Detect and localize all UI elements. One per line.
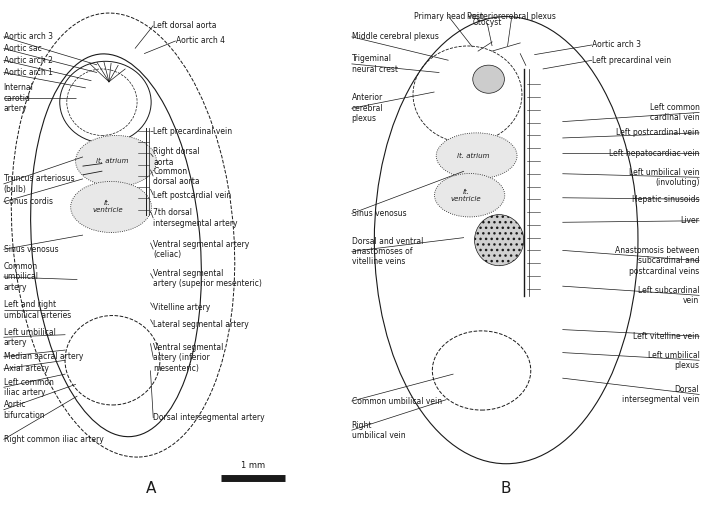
Text: Axial artery: Axial artery [4, 364, 49, 374]
Text: Aortic arch 1: Aortic arch 1 [4, 68, 53, 77]
Text: Left common
iliac artery: Left common iliac artery [4, 378, 53, 397]
Text: Trigeminal
neural crest: Trigeminal neural crest [352, 54, 397, 74]
Text: Truncus arteriosus
(bulb): Truncus arteriosus (bulb) [4, 174, 74, 194]
Text: Left umbilical
artery: Left umbilical artery [4, 328, 56, 347]
Text: A: A [146, 481, 156, 496]
Text: Sinus venosus: Sinus venosus [4, 245, 58, 254]
Ellipse shape [76, 135, 157, 187]
Text: Ventral segmental
artery (superior mesenteric): Ventral segmental artery (superior mesen… [153, 269, 262, 288]
Ellipse shape [436, 133, 517, 179]
Text: Anterior
cerebral
plexus: Anterior cerebral plexus [352, 94, 383, 123]
Text: Internal
carotid
artery: Internal carotid artery [4, 83, 33, 113]
Text: Right common iliac artery: Right common iliac artery [4, 435, 103, 444]
Text: Left precardinal vein: Left precardinal vein [153, 127, 233, 136]
Text: Aortic arch 3: Aortic arch 3 [592, 40, 641, 50]
Text: Right
umbilical vein: Right umbilical vein [352, 421, 405, 440]
Text: Dorsal intersegmental artery: Dorsal intersegmental artery [153, 413, 265, 423]
Text: Hepatic sinusoids: Hepatic sinusoids [632, 195, 699, 204]
Text: Left subcardinal
vein: Left subcardinal vein [638, 286, 699, 305]
Ellipse shape [70, 181, 152, 233]
Ellipse shape [472, 65, 505, 93]
Text: Common umbilical vein: Common umbilical vein [352, 397, 441, 406]
Text: 7th dorsal
intersegmental artery: 7th dorsal intersegmental artery [153, 208, 238, 228]
Text: Right dorsal
aorta: Right dorsal aorta [153, 147, 200, 167]
Text: Ventral segmental
artery (inferior
mesenteric): Ventral segmental artery (inferior mesen… [153, 343, 224, 373]
Text: Left postcardinal vein: Left postcardinal vein [617, 128, 699, 137]
Text: Common
dorsal aorta: Common dorsal aorta [153, 167, 200, 186]
Text: Posteriorerebral plexus: Posteriorerebral plexus [467, 12, 556, 21]
Text: Otocyst: Otocyst [472, 18, 502, 28]
Text: Common
umbilical
artery: Common umbilical artery [4, 262, 39, 292]
Text: lt. atrium: lt. atrium [457, 153, 489, 159]
Text: Left postcardial vein: Left postcardial vein [153, 191, 231, 200]
Text: B: B [501, 481, 511, 496]
Text: lt. atrium: lt. atrium [96, 158, 129, 164]
Text: Left vitelline vein: Left vitelline vein [633, 332, 699, 341]
Text: Left and right
umbilical arteries: Left and right umbilical arteries [4, 300, 71, 320]
Text: Aortic arch 2: Aortic arch 2 [4, 56, 53, 65]
Text: Aortic arch 3: Aortic arch 3 [4, 32, 53, 41]
Text: Liver: Liver [681, 216, 699, 225]
Text: Aortic arch 4: Aortic arch 4 [176, 36, 225, 45]
Text: Left hepatocardiac vein: Left hepatocardiac vein [609, 149, 699, 158]
Text: Anastomosis between
subcardinal and
postcardinal veins: Anastomosis between subcardinal and post… [615, 246, 699, 275]
Text: lt.
ventricle: lt. ventricle [92, 200, 123, 214]
Text: Median sacral artery: Median sacral artery [4, 352, 83, 361]
Text: Middle cerebral plexus: Middle cerebral plexus [352, 32, 439, 41]
Text: Left precardinal vein: Left precardinal vein [592, 56, 671, 65]
Text: Sinus venosus: Sinus venosus [352, 209, 406, 218]
Text: Left umbilical
plexus: Left umbilical plexus [647, 351, 699, 370]
Ellipse shape [434, 173, 505, 217]
Text: Aortic sac: Aortic sac [4, 44, 41, 53]
Text: Dorsal and ventral
anastomoses of
vitelline veins: Dorsal and ventral anastomoses of vitell… [352, 237, 423, 266]
Text: Vitelline artery: Vitelline artery [153, 303, 210, 312]
Text: 1 mm: 1 mm [241, 461, 265, 470]
Text: Conus cordis: Conus cordis [4, 197, 53, 206]
Text: Dorsal
intersegmental vein: Dorsal intersegmental vein [622, 385, 699, 404]
Text: Aortic
bifurcation: Aortic bifurcation [4, 400, 45, 420]
Text: Left umbilical vein
(involuting): Left umbilical vein (involuting) [629, 168, 699, 187]
Text: Ventral segmental artery
(celiac): Ventral segmental artery (celiac) [153, 240, 250, 259]
Text: Primary head vein: Primary head vein [413, 12, 484, 21]
Ellipse shape [475, 215, 524, 266]
Text: Left common
cardinal vein: Left common cardinal vein [650, 103, 699, 122]
Text: Lateral segmental artery: Lateral segmental artery [153, 320, 249, 329]
Text: lt.
ventricle: lt. ventricle [451, 189, 482, 202]
Text: Left dorsal aorta: Left dorsal aorta [153, 21, 217, 30]
